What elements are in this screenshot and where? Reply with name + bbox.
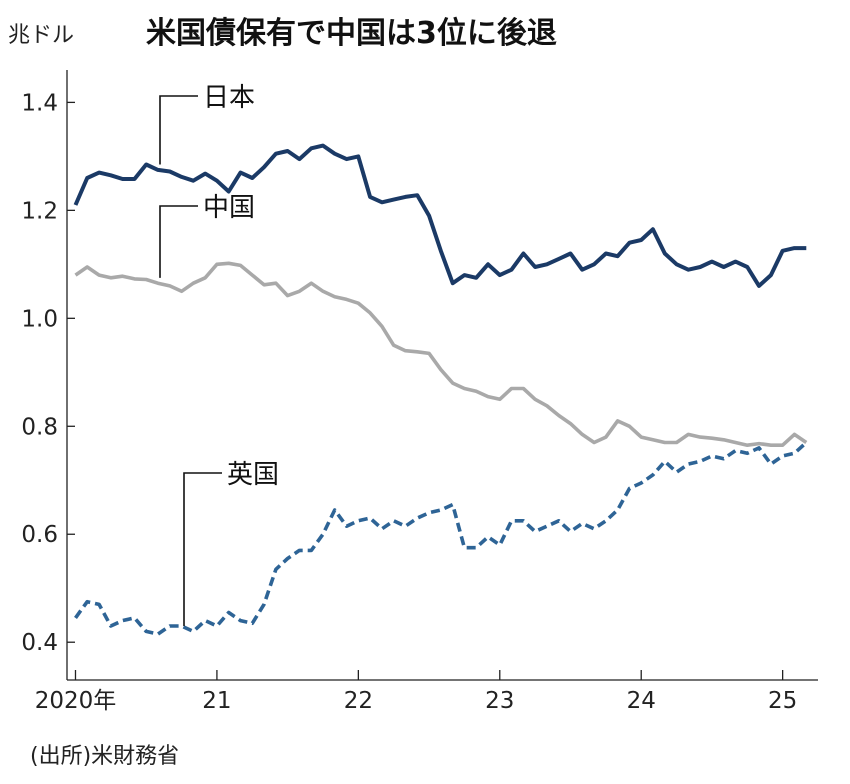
chart-title: 米国債保有で中国は3位に後退 [146, 16, 557, 51]
y-tick-label: 0.4 [21, 630, 58, 656]
label-japan: 日本 [203, 83, 255, 113]
y-tick-label: 0.6 [21, 522, 58, 548]
source-note: (出所)米財務省 [30, 744, 179, 769]
label-china-leader [159, 205, 198, 278]
uk-line [74, 441, 808, 636]
x-tick-label: 22 [344, 688, 373, 714]
x-tick-label: 25 [768, 688, 797, 714]
y-tick-label: 1.0 [21, 306, 58, 332]
tick-labels-group: 0.4 0.6 0.8 1.0 1.2 1.4 2020年 21 22 23 24 25 [21, 90, 797, 714]
label-china: 中国 [203, 193, 255, 223]
label-uk-leader [183, 472, 222, 627]
y-tick-label: 0.8 [21, 414, 58, 440]
x-tick-label: 23 [485, 688, 514, 714]
x-tick-label: 24 [627, 688, 656, 714]
y-tick-label: 1.2 [21, 198, 58, 224]
y-unit-label: 兆ドル [8, 23, 74, 48]
china-line [74, 261, 808, 448]
label-uk: 英国 [227, 460, 279, 490]
x-tick-label: 2020年 [35, 688, 117, 714]
x-tick-label: 21 [202, 688, 231, 714]
series-group [73, 143, 808, 636]
japan-line [73, 143, 807, 288]
y-tick-label: 1.4 [21, 90, 58, 116]
label-japan-leader [159, 95, 198, 165]
axes-group [66, 70, 818, 681]
